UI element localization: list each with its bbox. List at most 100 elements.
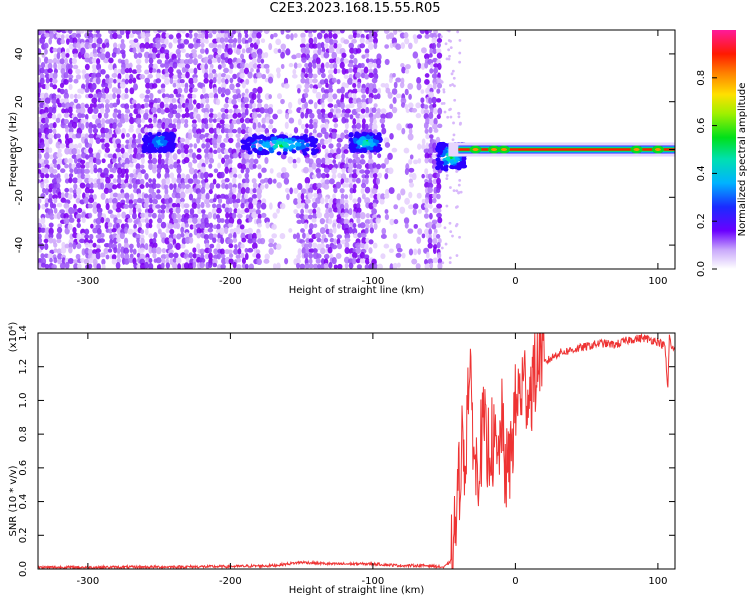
noise-cell bbox=[304, 30, 309, 33]
noise-cell bbox=[155, 72, 161, 79]
noise-cell bbox=[319, 243, 325, 249]
cluster-cell bbox=[281, 142, 287, 147]
noise-cell bbox=[315, 258, 321, 264]
noise-cell bbox=[104, 138, 110, 145]
noise-cell bbox=[285, 33, 291, 40]
noise-cell bbox=[335, 252, 342, 260]
noise-cell bbox=[332, 39, 338, 45]
noise-cell bbox=[181, 73, 187, 79]
noise-cell bbox=[72, 64, 79, 70]
noise-cell bbox=[272, 263, 277, 269]
noise-cell bbox=[333, 103, 338, 109]
noise-cell bbox=[215, 183, 221, 189]
noise-cell bbox=[140, 103, 146, 109]
noise-cell bbox=[432, 246, 437, 255]
noise-cell bbox=[60, 246, 67, 254]
noise-cell bbox=[148, 233, 154, 239]
noise-cell bbox=[223, 67, 230, 74]
noise-cell bbox=[220, 107, 226, 113]
noise-cell bbox=[375, 217, 381, 224]
noise-cell bbox=[255, 208, 261, 215]
noise-cell bbox=[300, 217, 306, 224]
noise-cell bbox=[291, 54, 298, 60]
cluster-cell bbox=[291, 137, 297, 142]
noise-cell bbox=[97, 211, 103, 219]
noise-cell bbox=[408, 127, 413, 135]
noise-cell bbox=[368, 72, 375, 79]
noise-cell bbox=[361, 237, 367, 245]
noise-cell bbox=[172, 153, 178, 161]
noise-cell bbox=[245, 162, 250, 169]
noise-cell bbox=[332, 159, 337, 164]
noise-cell bbox=[256, 258, 262, 266]
noise-cell bbox=[184, 63, 191, 69]
noise-cell bbox=[320, 197, 325, 205]
noise-cell bbox=[320, 238, 325, 244]
noise-cell bbox=[308, 263, 314, 269]
noise-cell bbox=[376, 93, 381, 100]
noise-cell bbox=[428, 197, 433, 205]
noise-cell bbox=[348, 97, 354, 104]
noise-cell bbox=[208, 163, 213, 169]
noise-cell bbox=[408, 167, 415, 173]
noise-cell bbox=[240, 252, 245, 259]
cluster-cell bbox=[247, 150, 253, 155]
noise-cell bbox=[136, 237, 140, 244]
noise-cell bbox=[204, 222, 210, 228]
noise-cell bbox=[128, 78, 133, 84]
noise-cell bbox=[165, 32, 170, 38]
noise-cell bbox=[331, 167, 338, 175]
noise-cell bbox=[216, 242, 221, 250]
noise-cell bbox=[144, 69, 150, 75]
noise-cell bbox=[304, 128, 309, 135]
noise-cell bbox=[132, 212, 137, 220]
cluster-cell bbox=[167, 141, 173, 146]
noise-cell bbox=[176, 83, 182, 90]
noise-cell bbox=[43, 159, 49, 165]
noise-cell bbox=[88, 147, 93, 155]
noise-cell bbox=[165, 228, 170, 233]
noise-cell bbox=[272, 178, 277, 184]
noise-cell bbox=[385, 87, 391, 94]
noise-cell bbox=[43, 42, 49, 49]
noise-cell bbox=[188, 148, 194, 154]
noise-cell bbox=[137, 193, 142, 199]
noise-cell bbox=[217, 197, 223, 204]
noise-cell bbox=[280, 63, 285, 70]
noise-cell bbox=[328, 203, 333, 210]
noise-cell bbox=[379, 118, 386, 124]
noise-cell bbox=[388, 32, 395, 40]
noise-cell bbox=[333, 123, 339, 128]
noise-cell bbox=[44, 116, 49, 125]
noise-cell bbox=[454, 224, 458, 228]
noise-cell bbox=[312, 248, 318, 254]
noise-cell bbox=[368, 247, 373, 254]
noise-cell bbox=[89, 36, 93, 44]
noise-cell bbox=[151, 191, 157, 200]
noise-cell bbox=[52, 106, 57, 114]
noise-cell bbox=[48, 193, 53, 200]
noise-cell bbox=[232, 42, 237, 48]
noise-cell bbox=[347, 62, 354, 68]
noise-cell bbox=[320, 172, 327, 179]
noise-cell bbox=[38, 178, 41, 184]
noise-cell bbox=[63, 118, 69, 125]
cluster-cell bbox=[349, 147, 355, 152]
noise-cell bbox=[88, 133, 95, 139]
noise-cell bbox=[175, 242, 181, 251]
noise-cell bbox=[308, 223, 314, 230]
noise-cell bbox=[332, 33, 338, 40]
noise-cell bbox=[344, 241, 350, 249]
noise-cell bbox=[280, 98, 285, 105]
noise-cell bbox=[239, 68, 245, 74]
noise-cell bbox=[300, 208, 305, 215]
noise-cell bbox=[253, 78, 258, 84]
noise-cell bbox=[56, 152, 63, 158]
noise-cell bbox=[436, 177, 441, 185]
noise-cell bbox=[300, 193, 305, 201]
noise-cell bbox=[128, 143, 133, 151]
noise-cell bbox=[261, 198, 267, 205]
noise-cell bbox=[97, 167, 103, 174]
noise-cell bbox=[379, 198, 385, 205]
noise-cell bbox=[189, 224, 194, 230]
